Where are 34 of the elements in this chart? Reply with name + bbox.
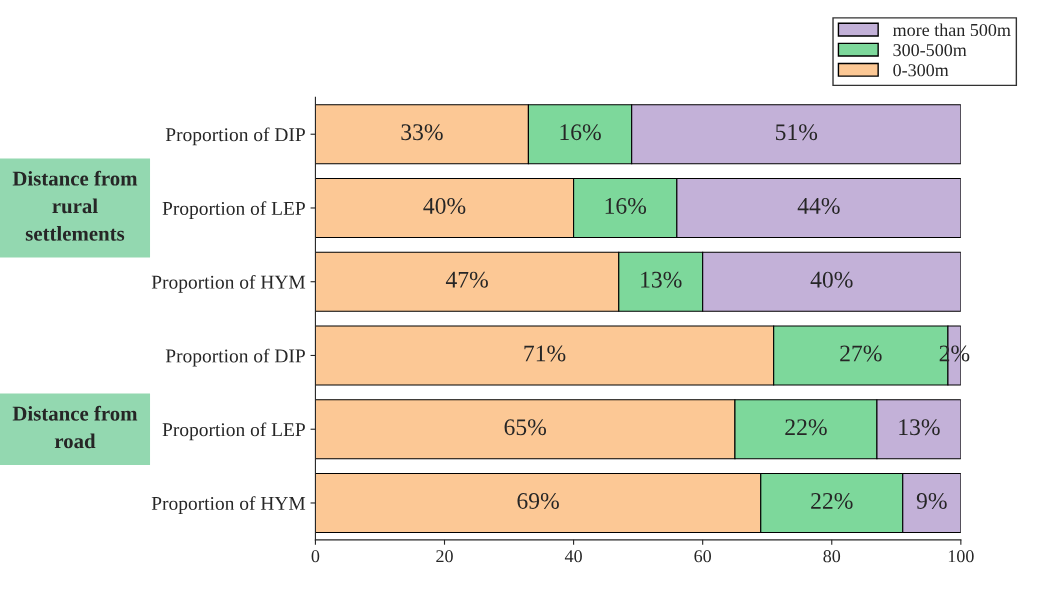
legend-label: 300-500m bbox=[893, 44, 967, 57]
data-label: 40% bbox=[423, 197, 466, 214]
x-tick-label: 40 bbox=[564, 550, 582, 563]
y-tick-label: Proportion of LEP bbox=[162, 422, 305, 441]
data-label: 13% bbox=[641, 271, 682, 288]
text: Distance from road bbox=[12, 405, 138, 449]
data-label: 22% bbox=[811, 492, 853, 509]
data-label: 13% bbox=[899, 419, 940, 436]
legend-label: more than 500m bbox=[892, 23, 1011, 37]
x-tick-label: 20 bbox=[436, 550, 453, 563]
x-tick-label: 80 bbox=[823, 550, 841, 563]
data-label: 51% bbox=[775, 124, 818, 141]
y-tick-label: Proportion of DIP bbox=[165, 127, 305, 146]
y-tick-label: Proportion of HYM bbox=[151, 274, 306, 293]
data-label: 44% bbox=[797, 197, 840, 214]
data-label: 16% bbox=[560, 124, 601, 141]
data-label: 47% bbox=[445, 271, 488, 288]
text: Distance from rural settlements bbox=[12, 170, 138, 241]
y-tick-label: Proportion of DIP bbox=[165, 348, 305, 367]
data-label: 16% bbox=[605, 197, 647, 214]
y-tick-label: Proportion of LEP bbox=[162, 201, 305, 219]
data-label: 33% bbox=[401, 124, 443, 141]
data-label: 22% bbox=[785, 419, 827, 436]
data-label: 40% bbox=[810, 271, 853, 288]
data-label: 27% bbox=[840, 345, 882, 362]
x-tick-label: 60 bbox=[694, 550, 712, 563]
data-label: 69% bbox=[517, 492, 559, 509]
data-label: 9% bbox=[916, 492, 947, 509]
legend-label: 0-300m bbox=[893, 64, 949, 77]
data-label: 65% bbox=[504, 419, 547, 436]
data-label: 71% bbox=[524, 345, 566, 362]
x-tick-label: 0 bbox=[311, 550, 320, 563]
x-tick-label: 100 bbox=[948, 550, 974, 563]
y-tick-label: Proportion of HYM bbox=[151, 496, 306, 514]
